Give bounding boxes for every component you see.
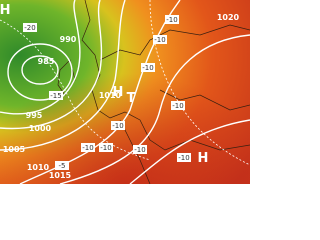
isobar-label: 985 — [38, 57, 55, 66]
temperature-box — [55, 161, 69, 170]
temperature-label: -20 — [24, 24, 35, 32]
pressure-center: H — [113, 85, 124, 100]
temperature-label: -10 — [178, 154, 189, 162]
isobar-label: 1010 — [27, 163, 50, 172]
temperature-box — [165, 15, 179, 24]
temperature-label: -10 — [154, 36, 165, 44]
temperature-box — [111, 121, 125, 130]
isobar-label: 1000 — [29, 124, 52, 133]
temperature-label: -10 — [82, 144, 93, 152]
pressure-center: H — [198, 151, 209, 166]
temperature-box — [81, 143, 95, 152]
temperature-label: -15 — [50, 92, 61, 100]
temperature-box — [23, 23, 37, 32]
temperature-box — [99, 143, 113, 152]
temperature-label: -10 — [172, 102, 183, 110]
temperature-box — [177, 153, 191, 162]
temperature-box — [133, 145, 147, 154]
pressure-center: T — [127, 91, 136, 106]
temperature-label: -10 — [100, 144, 111, 152]
heat-overlay — [0, 0, 250, 184]
temperature-label: -10 — [142, 64, 153, 72]
isobar-label: 1010 — [99, 91, 122, 100]
temperature-label: -5 — [59, 162, 66, 170]
isobar-label: 1015 — [49, 171, 72, 180]
temperature-label: -10 — [134, 146, 145, 154]
isobar-label: 1020 — [217, 13, 240, 22]
temperature-label: -10 — [112, 122, 123, 130]
temperature-box — [141, 63, 155, 72]
temperature-label: -10 — [166, 16, 177, 24]
temperature-box — [171, 101, 185, 110]
temperature-box — [49, 91, 63, 100]
isobar-label: 990 — [60, 35, 77, 44]
temperature-box — [153, 35, 167, 44]
isobar-label: 995 — [26, 111, 43, 120]
pressure-center: H — [0, 3, 10, 18]
isobar-label: 1005 — [3, 145, 26, 154]
